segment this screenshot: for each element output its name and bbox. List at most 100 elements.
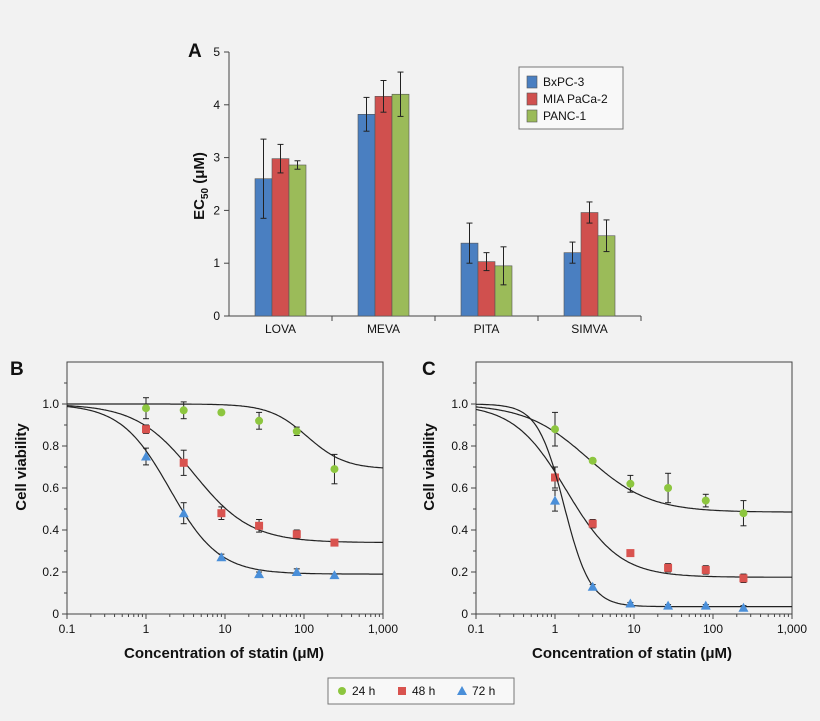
legend-label: 72 h — [472, 684, 495, 698]
bar-1-0 — [357, 114, 376, 317]
y-tick-label: 1.0 — [42, 397, 59, 411]
fit-curve-0 — [475, 406, 792, 513]
y-tick-label-a: 1 — [213, 256, 220, 270]
y-axis-title-a: EC50 (μM) — [191, 152, 211, 220]
y-tick-label: 0.6 — [42, 481, 59, 495]
data-point-2-0 — [550, 495, 560, 505]
data-point-1-5 — [330, 538, 339, 547]
legend-label-a: BxPC-3 — [543, 75, 585, 89]
legend-marker-triangle — [457, 686, 467, 695]
x-tick-label: 1,000 — [368, 622, 398, 636]
y-tick-label-a: 5 — [213, 45, 220, 59]
legend-label: 24 h — [352, 684, 375, 698]
panel-letter-c: C — [422, 359, 436, 380]
y-tick-label: 0 — [461, 607, 468, 621]
data-point-2-0 — [141, 451, 151, 461]
y-axis-title-c: Cell viability — [421, 423, 438, 511]
data-point-1-3 — [255, 521, 264, 530]
y-tick-label: 1.0 — [451, 397, 468, 411]
data-point-2-5 — [329, 570, 340, 580]
y-tick-label-a: 3 — [213, 151, 220, 165]
x-tick-label: 100 — [703, 622, 723, 636]
data-point-0-2 — [626, 479, 635, 488]
legend-label-a: PANC-1 — [543, 109, 586, 123]
legend-swatch-a — [526, 92, 538, 106]
data-point-2-1 — [587, 581, 598, 591]
legend-a: BxPC-3 MIA PaCa-2 PANC-1 — [518, 66, 624, 130]
panel-a-bar-chart: A EC50 (μM) 0 1 2 3 4 5 LOVA MEVA PITA SIMVA BxPC… — [188, 41, 642, 336]
y-tick-label: 0.6 — [451, 481, 468, 495]
legend-marker-square — [398, 687, 406, 695]
data-point-1-1 — [588, 519, 597, 528]
data-point-1-1 — [179, 458, 188, 467]
x-tick-label-a: LOVA — [265, 322, 296, 336]
data-point-2-4 — [291, 567, 302, 576]
y-tick-label: 0.2 — [42, 565, 59, 579]
x-tick-label: 1 — [143, 622, 150, 636]
fit-curve-2 — [66, 405, 383, 575]
x-tick-label: 100 — [294, 622, 314, 636]
data-point-0-1 — [588, 456, 597, 465]
y-tick-label: 0 — [52, 607, 59, 621]
x-axis-title-c: Concentration of statin (μM) — [532, 645, 732, 662]
data-point-2-4 — [700, 600, 711, 610]
panel-letter-a: A — [188, 41, 202, 62]
y-tick-label-a: 4 — [213, 98, 220, 112]
data-point-2-2 — [216, 552, 227, 562]
data-point-0-0 — [142, 404, 150, 413]
x-tick-label-a: SIMVA — [571, 322, 607, 336]
x-tick-label: 10 — [627, 622, 641, 636]
x-tick-label: 1 — [552, 622, 559, 636]
data-point-1-0 — [551, 473, 559, 482]
legend-label-a: MIA PaCa-2 — [543, 92, 608, 106]
data-point-1-2 — [626, 549, 635, 558]
fit-curve-1 — [475, 408, 792, 578]
x-tick-label: 1,000 — [777, 622, 807, 636]
data-point-0-3 — [664, 484, 673, 492]
bar-1-1 — [374, 96, 393, 317]
data-point-2-3 — [254, 569, 265, 579]
x-tick-label: 10 — [218, 622, 232, 636]
data-point-1-3 — [664, 563, 673, 572]
fit-curve-1 — [66, 405, 383, 543]
data-point-0-1 — [179, 406, 188, 415]
time-legend: 24 h 48 h 72 h — [327, 677, 515, 705]
x-tick-label-a: MEVA — [367, 322, 400, 336]
data-point-2-3 — [663, 600, 674, 610]
data-point-0-0 — [551, 425, 559, 434]
y-tick-label-a: 2 — [213, 203, 220, 217]
bar-3-1 — [580, 212, 599, 317]
y-tick-label: 0.8 — [451, 439, 468, 453]
data-point-0-5 — [330, 465, 339, 474]
fit-curve-0 — [67, 403, 384, 469]
legend-swatch-a — [526, 75, 538, 89]
data-point-1-4 — [701, 565, 710, 574]
data-point-2-1 — [178, 508, 189, 518]
y-tick-label: 0.4 — [451, 523, 468, 537]
data-point-0-3 — [255, 416, 264, 425]
x-tick-label: 0.1 — [468, 622, 485, 636]
x-tick-label-a: PITA — [474, 322, 500, 336]
bar-1-2 — [391, 93, 410, 317]
panel-letter-b: B — [10, 359, 24, 380]
panel-c-dose-response: C Cell viability Concentration of statin… — [421, 359, 807, 662]
y-axis-title-b: Cell viability — [13, 423, 30, 511]
legend-marker-circle — [338, 687, 346, 695]
x-tick-label: 0.1 — [59, 622, 76, 636]
y-tick-label: 0.2 — [451, 565, 468, 579]
bar-0-2 — [288, 164, 307, 317]
data-point-0-5 — [739, 509, 748, 518]
data-point-0-2 — [217, 408, 226, 417]
data-point-2-5 — [738, 602, 749, 612]
data-point-1-0 — [142, 425, 150, 434]
data-point-2-2 — [625, 598, 636, 608]
time-legend-box — [327, 677, 515, 705]
x-axis-title-b: Concentration of statin (μM) — [124, 645, 324, 662]
y-tick-label-a: 0 — [213, 309, 220, 323]
bar-0-1 — [271, 158, 290, 317]
y-tick-label: 0.8 — [42, 439, 59, 453]
data-point-0-4 — [292, 427, 301, 436]
data-point-1-2 — [217, 509, 226, 518]
y-tick-label: 0.4 — [42, 523, 59, 537]
